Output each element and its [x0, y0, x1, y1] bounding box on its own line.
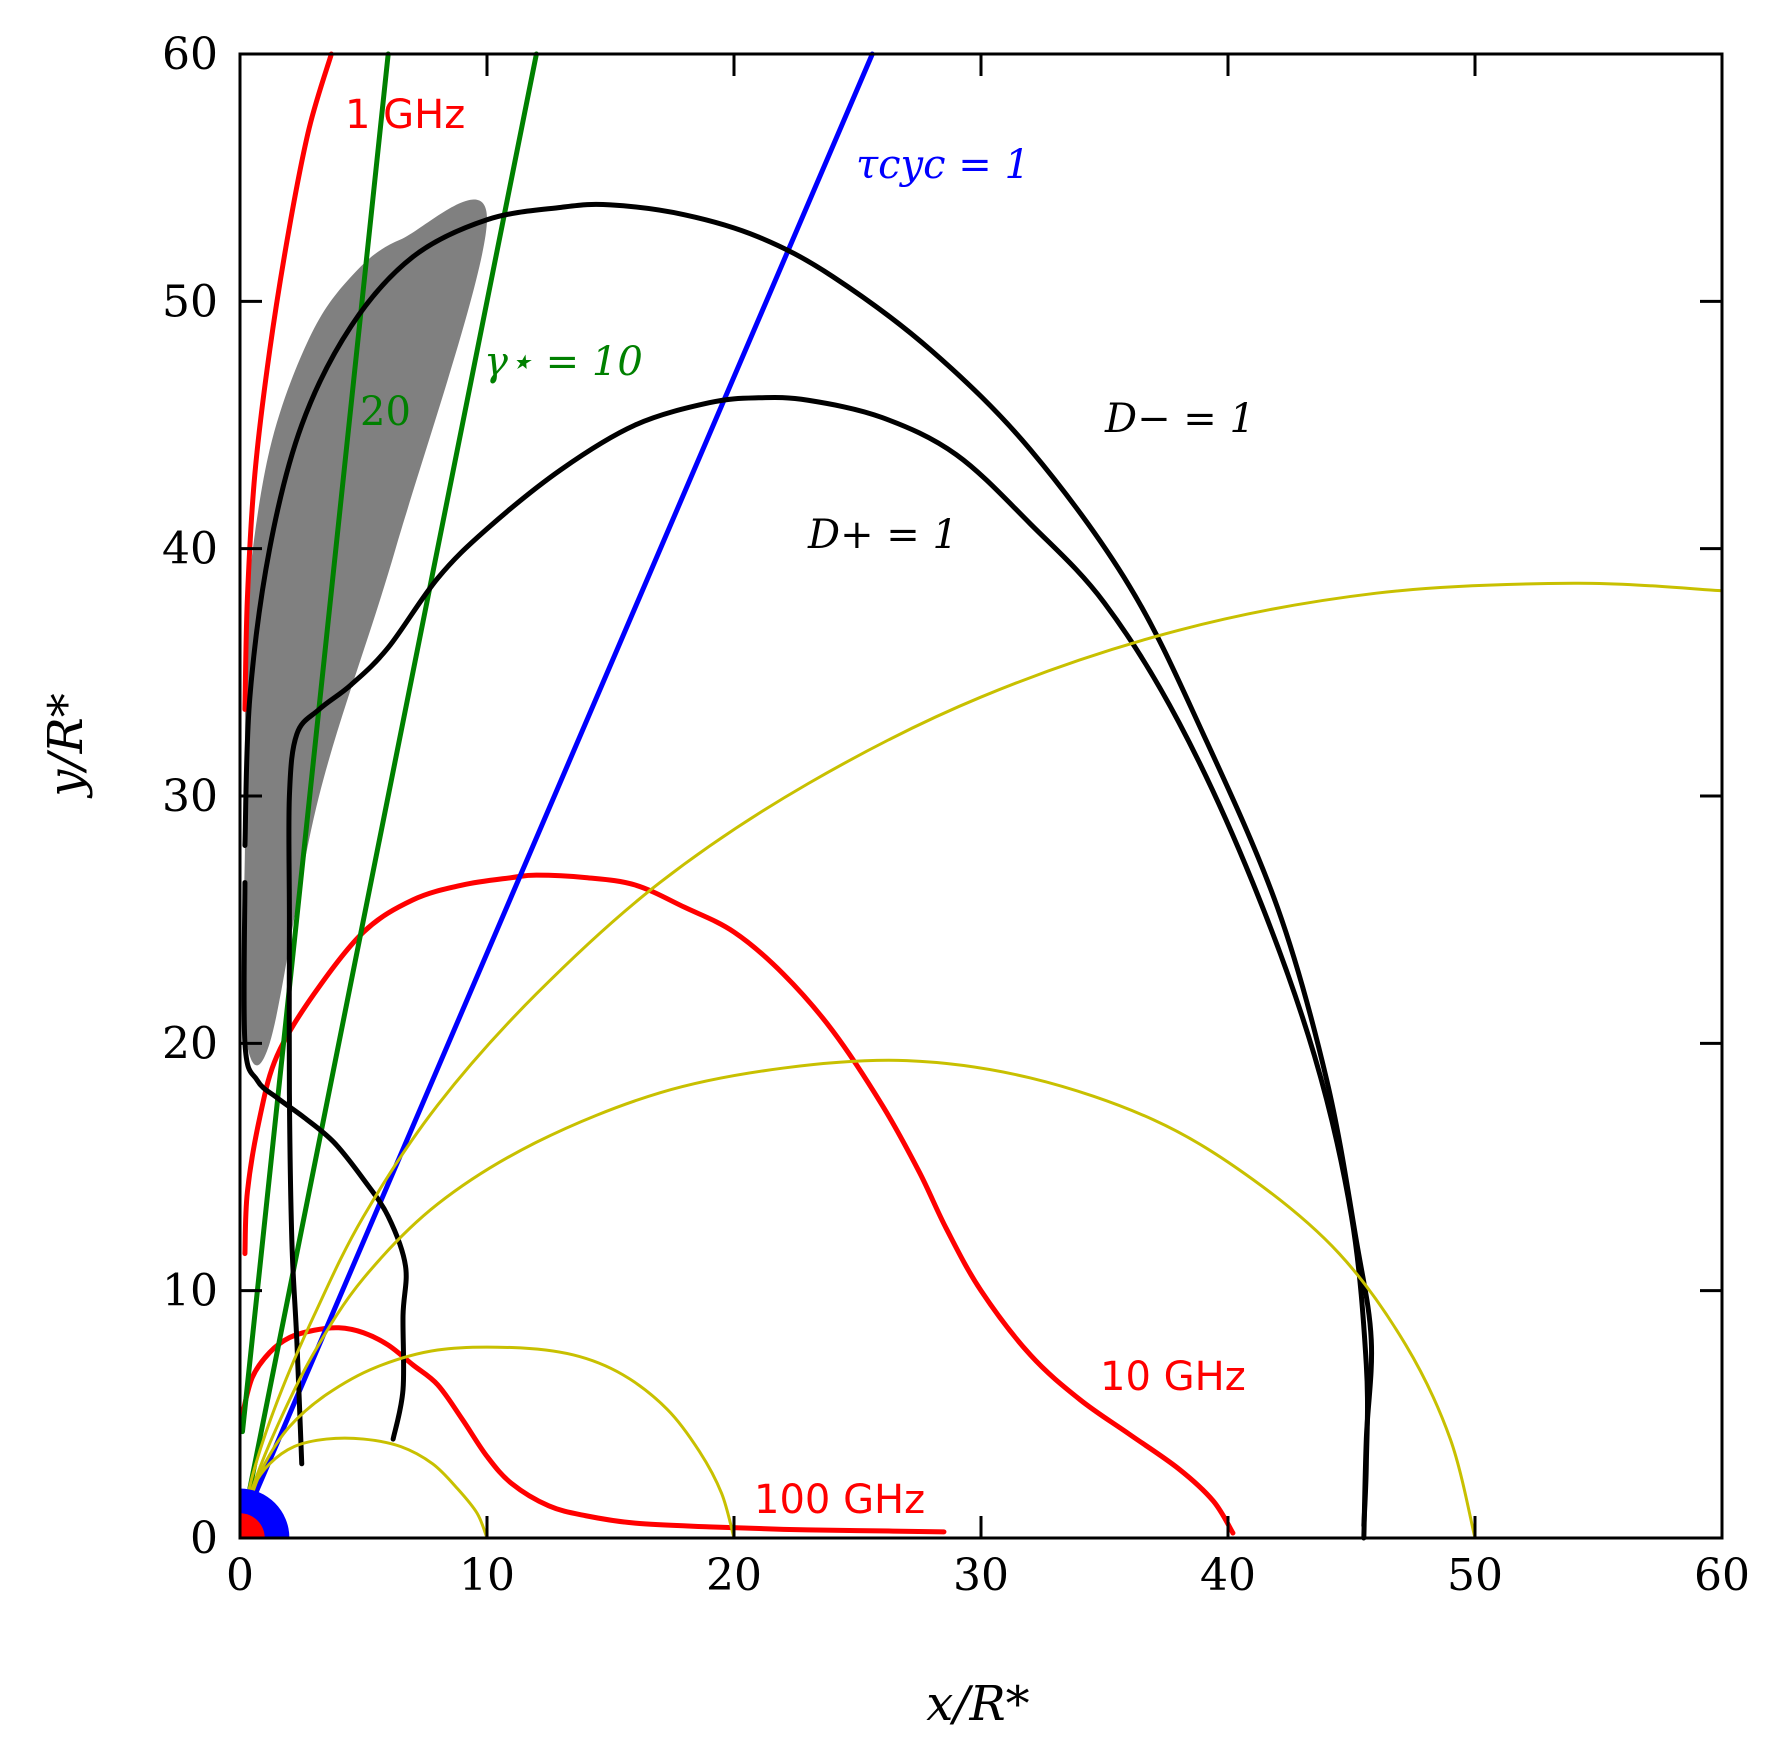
series-line-10-ghz — [242, 872, 1236, 1536]
series-line-10 — [247, 51, 539, 1492]
red-disk — [240, 1513, 265, 1538]
x-tick-label: 50 — [1447, 1550, 1503, 1601]
series-line-field-line-120 — [238, 581, 1724, 1540]
x-axis-label: x/R* — [926, 1676, 1029, 1732]
label-d-plus: D+ = 1 — [807, 512, 958, 558]
shaded-region — [243, 199, 488, 1066]
y-tick-label: 60 — [162, 29, 218, 80]
series-line-100-ghz — [239, 1325, 947, 1535]
tick-labels-layer: 0 10 20 30 40 50 60 0 10 20 30 40 50 60 — [162, 29, 1750, 1601]
series-line-d-1-upper — [286, 395, 1371, 1529]
y-tick-label: 0 — [190, 1513, 218, 1564]
y-tick-label: 30 — [162, 771, 218, 822]
series-line-20 — [239, 51, 391, 1435]
y-tick-label: 40 — [162, 524, 218, 575]
y-axis-label: y/R* — [38, 693, 94, 798]
label-gamma-20: 20 — [360, 389, 411, 435]
x-tick-label: 40 — [1200, 1550, 1256, 1601]
series-line-d-1 — [242, 201, 1375, 1541]
y-tick-label: 10 — [162, 1266, 218, 1317]
shaded-region-layer — [243, 199, 488, 1066]
label-1ghz: 1 GHz — [345, 92, 465, 138]
label-tau-cyc: τcyc = 1 — [856, 142, 1030, 188]
x-tick-label: 10 — [459, 1550, 515, 1601]
series-lines-layer — [238, 51, 1724, 1541]
label-10ghz: 10 GHz — [1100, 1354, 1246, 1400]
label-gamma-10: γ⋆ = 10 — [484, 339, 643, 385]
x-tick-label: 20 — [706, 1550, 762, 1601]
y-tick-label: 50 — [162, 276, 218, 327]
x-tick-label: 30 — [953, 1550, 1009, 1601]
series-line-field-line-20 — [238, 1345, 736, 1540]
series-line-d-1 — [241, 880, 409, 1442]
central-disks-layer — [240, 1488, 290, 1538]
axis-ticks-layer — [238, 52, 1724, 1540]
x-tick-label: 0 — [226, 1550, 254, 1601]
x-tick-label: 60 — [1694, 1550, 1750, 1601]
y-tick-label: 20 — [162, 1018, 218, 1069]
series-line-1-ghz — [242, 51, 334, 712]
series-line-cyc-1 — [249, 51, 875, 1504]
series-line-field-line-50 — [238, 1058, 1477, 1540]
label-100ghz: 100 GHz — [754, 1477, 925, 1523]
label-d-minus: D− = 1 — [1104, 396, 1255, 442]
